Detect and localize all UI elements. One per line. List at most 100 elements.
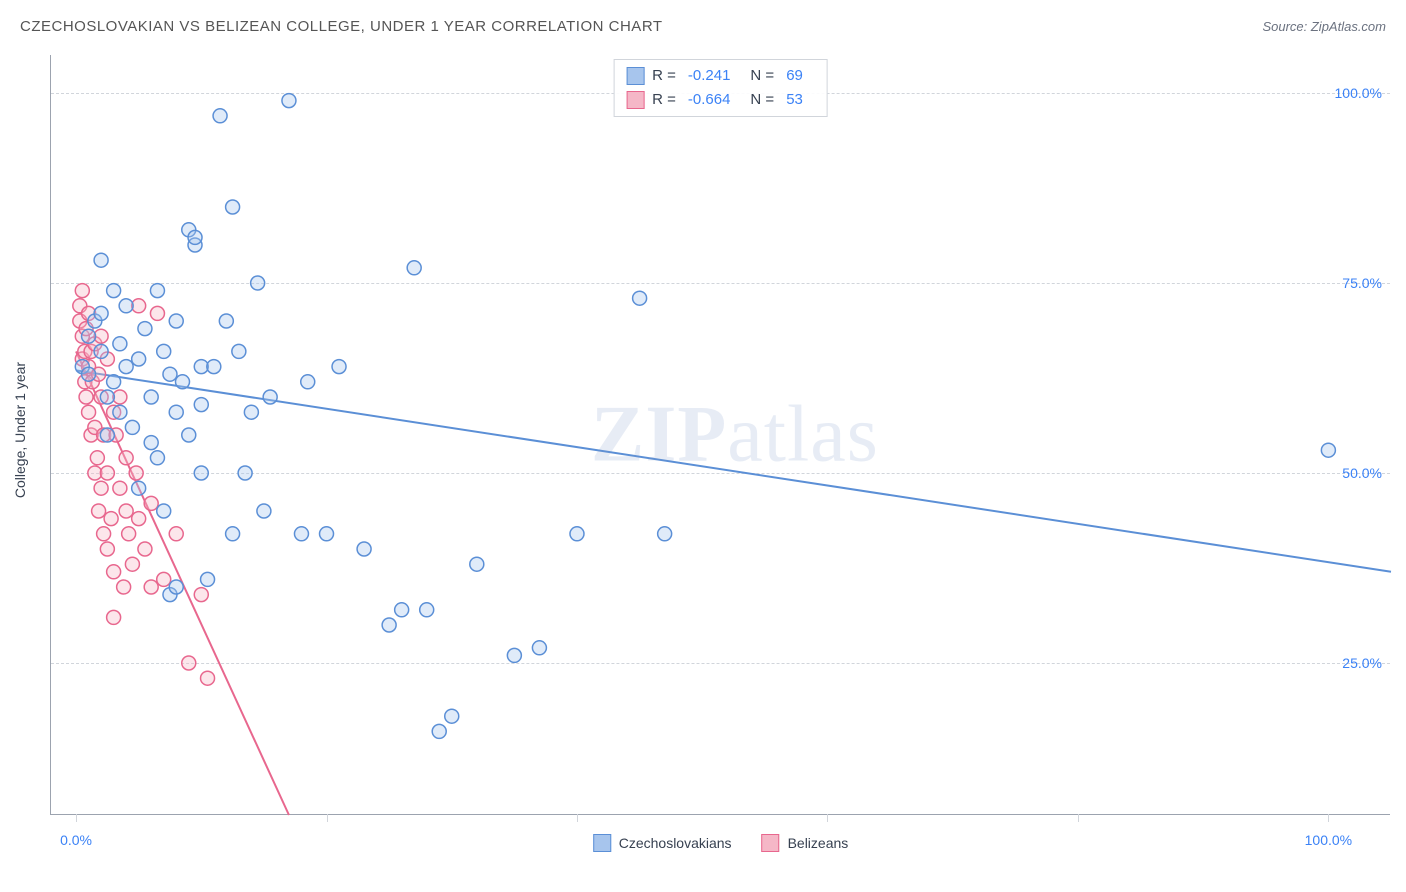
data-point (132, 512, 146, 526)
data-point (119, 504, 133, 518)
title-bar: CZECHOSLOVAKIAN VS BELIZEAN COLLEGE, UND… (20, 18, 1386, 35)
data-point (138, 542, 152, 556)
stats-legend: R = -0.241 N = 69 R = -0.664 N = 53 (613, 59, 828, 117)
legend-swatch-series-1 (762, 834, 780, 852)
data-point (107, 284, 121, 298)
x-tick (327, 814, 328, 822)
data-point (407, 261, 421, 275)
data-point (144, 436, 158, 450)
data-point (122, 527, 136, 541)
data-point (129, 466, 143, 480)
data-point (75, 284, 89, 298)
x-tick-label: 0.0% (60, 832, 92, 848)
data-point (251, 276, 265, 290)
data-point (79, 390, 93, 404)
data-point (169, 314, 183, 328)
source-name: ZipAtlas.com (1311, 19, 1386, 34)
stats-swatch-series-1 (626, 91, 644, 109)
data-point (107, 610, 121, 624)
data-point (470, 557, 484, 571)
series-legend: Czechoslovakians Belizeans (593, 834, 849, 852)
data-point (150, 451, 164, 465)
data-point (113, 337, 127, 351)
data-point (219, 314, 233, 328)
data-point (82, 329, 96, 343)
x-tick (76, 814, 77, 822)
data-point (395, 603, 409, 617)
data-point (257, 504, 271, 518)
legend-item: Czechoslovakians (593, 834, 732, 852)
x-tick (1078, 814, 1079, 822)
data-point (100, 428, 114, 442)
data-point (213, 109, 227, 123)
data-point (107, 375, 121, 389)
data-point (226, 527, 240, 541)
data-point (157, 344, 171, 358)
data-point (119, 299, 133, 313)
stats-legend-row: R = -0.664 N = 53 (626, 88, 815, 112)
data-point (157, 572, 171, 586)
data-point (1321, 443, 1335, 457)
data-point (294, 527, 308, 541)
data-point (175, 375, 189, 389)
data-point (357, 542, 371, 556)
data-point (301, 375, 315, 389)
data-point (94, 306, 108, 320)
data-point (263, 390, 277, 404)
r-value: -0.241 (688, 64, 731, 88)
data-point (232, 344, 246, 358)
data-point (169, 580, 183, 594)
data-point (144, 580, 158, 594)
x-tick-label: 100.0% (1305, 832, 1352, 848)
stats-legend-row: R = -0.241 N = 69 (626, 64, 815, 88)
data-point (194, 588, 208, 602)
data-point (633, 291, 647, 305)
data-point (97, 527, 111, 541)
data-point (445, 709, 459, 723)
data-point (90, 451, 104, 465)
r-label: R = (652, 64, 676, 88)
data-point (125, 557, 139, 571)
data-point (113, 405, 127, 419)
stats-swatch-series-0 (626, 67, 644, 85)
data-point (507, 648, 521, 662)
scatter-plot-svg (51, 55, 1390, 814)
data-point (82, 405, 96, 419)
data-point (100, 390, 114, 404)
data-point (117, 580, 131, 594)
data-point (182, 656, 196, 670)
data-point (194, 466, 208, 480)
data-point (420, 603, 434, 617)
data-point (157, 504, 171, 518)
data-point (320, 527, 334, 541)
data-point (150, 306, 164, 320)
x-tick (827, 814, 828, 822)
data-point (282, 94, 296, 108)
data-point (182, 428, 196, 442)
data-point (94, 344, 108, 358)
data-point (132, 481, 146, 495)
x-tick (577, 814, 578, 822)
data-point (201, 671, 215, 685)
data-point (658, 527, 672, 541)
data-point (163, 367, 177, 381)
data-point (570, 527, 584, 541)
data-point (432, 724, 446, 738)
r-label: R = (652, 88, 676, 112)
data-point (194, 398, 208, 412)
data-point (169, 405, 183, 419)
data-point (92, 504, 106, 518)
data-point (113, 481, 127, 495)
data-point (207, 360, 221, 374)
data-point (94, 481, 108, 495)
data-point (238, 466, 252, 480)
n-label: N = (750, 64, 774, 88)
chart-title: CZECHOSLOVAKIAN VS BELIZEAN COLLEGE, UND… (20, 18, 663, 35)
data-point (532, 641, 546, 655)
legend-swatch-series-0 (593, 834, 611, 852)
plot-area: ZIPatlas 25.0%50.0%75.0%100.0%0.0%100.0%… (50, 55, 1390, 815)
legend-item: Belizeans (762, 834, 849, 852)
data-point (125, 420, 139, 434)
data-point (138, 322, 152, 336)
data-point (244, 405, 258, 419)
